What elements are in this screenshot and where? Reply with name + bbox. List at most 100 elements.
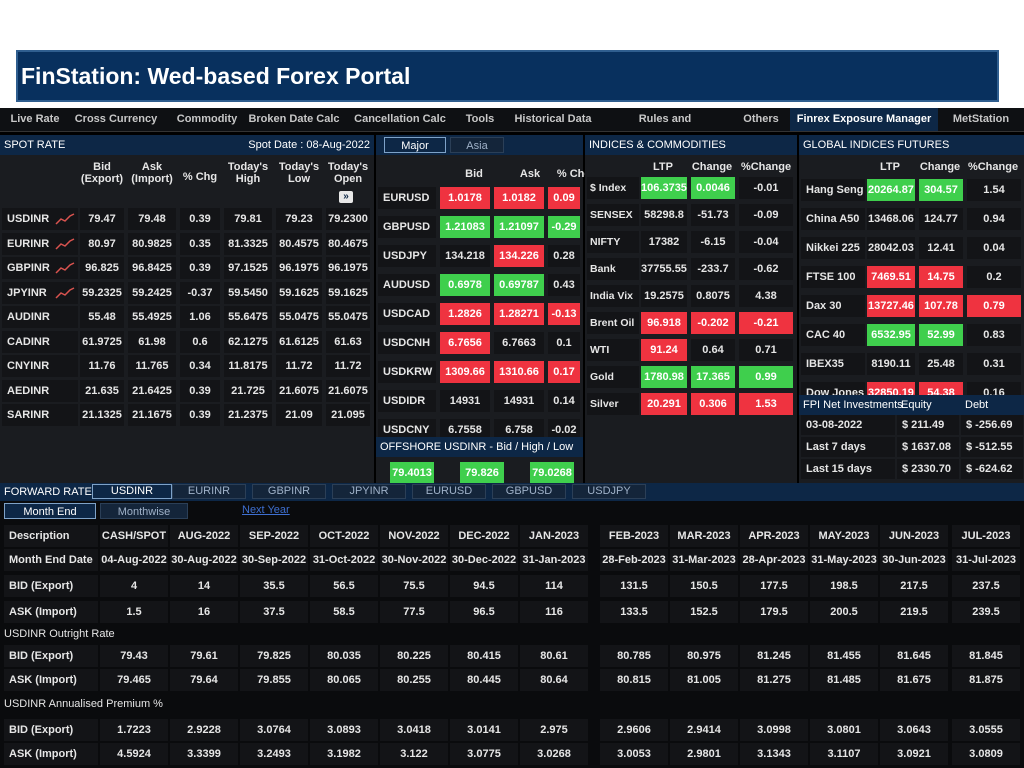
outright-ask-value: 79.64 bbox=[170, 669, 238, 691]
major-chg-value: 0.43 bbox=[548, 274, 580, 296]
tab-major[interactable]: Major bbox=[384, 137, 446, 153]
forward-column-header: AUG-2022 bbox=[170, 525, 238, 547]
forward-tab-gbpusd[interactable]: GBPUSD bbox=[492, 484, 566, 499]
major-pair-gbpusd[interactable]: GBPUSD bbox=[378, 216, 436, 238]
spot-low-value: 11.72 bbox=[276, 355, 322, 377]
outright-bid-label: BID (Export) bbox=[4, 645, 98, 667]
index-ltp-value: 96.918 bbox=[641, 312, 687, 334]
scroll-right-icon[interactable]: » bbox=[339, 191, 353, 203]
premium-bid-value: 2.9414 bbox=[670, 719, 738, 741]
premium-bid-label: BID (Export) bbox=[4, 719, 98, 741]
spot-pair-audinr[interactable]: AUDINR bbox=[2, 306, 78, 328]
major-pair-audusd[interactable]: AUDUSD bbox=[378, 274, 436, 296]
outright-ask-value: 81.485 bbox=[810, 669, 878, 691]
forward-tab-usdjpy[interactable]: USDJPY bbox=[572, 484, 646, 499]
spot-pair-eurinr[interactable]: EURINR bbox=[2, 232, 78, 255]
index-name: SENSEX bbox=[587, 204, 639, 226]
month-end-date-value: 31-Jan-2023 bbox=[520, 549, 588, 571]
trend-chart-icon[interactable] bbox=[55, 286, 75, 299]
spot-low-value: 21.6075 bbox=[276, 379, 322, 402]
spot-pair-jpyinr[interactable]: JPYINR bbox=[2, 281, 78, 304]
subtab-month-end[interactable]: Month End bbox=[4, 503, 96, 519]
major-pair-usdcny[interactable]: USDCNY bbox=[378, 419, 436, 441]
index-name: NIFTY bbox=[587, 231, 639, 253]
global-pct-value: 1.54 bbox=[967, 179, 1021, 201]
forward-tab-eurusd[interactable]: EURUSD bbox=[412, 484, 486, 499]
premium-title: USDINR Annualised Premium % bbox=[4, 698, 163, 710]
trend-chart-icon[interactable] bbox=[55, 237, 75, 250]
outright-bid-value: 81.245 bbox=[740, 645, 808, 667]
spot-pair-cnyinr[interactable]: CNYINR bbox=[2, 355, 78, 377]
menu-item-finrex-exposure-manager[interactable]: Finrex Exposure Manager bbox=[790, 108, 938, 131]
premium-bid-value: 3.0801 bbox=[810, 719, 878, 741]
index-name: WTI Crude bbox=[587, 339, 639, 378]
spot-chg-value: 0.39 bbox=[180, 208, 220, 230]
major-pair-usdidr[interactable]: USDIDR bbox=[378, 390, 436, 412]
premium-bid-value: 3.0764 bbox=[240, 719, 308, 741]
spot-bid-value: 61.9725 bbox=[80, 330, 124, 353]
major-pair-eurusd[interactable]: EURUSD bbox=[378, 187, 436, 209]
forward-tab-jpyinr[interactable]: JPYINR bbox=[332, 484, 406, 499]
outright-ask-value: 79.465 bbox=[100, 669, 168, 691]
menu-item-commodity[interactable]: Commodity bbox=[176, 113, 238, 125]
menu-item-rules-and-regulations[interactable]: Rules and Regulations bbox=[634, 113, 697, 147]
trend-chart-icon[interactable] bbox=[55, 213, 75, 225]
major-pair-usdjpy[interactable]: USDJPY bbox=[378, 245, 436, 267]
outright-bid-value: 80.035 bbox=[310, 645, 378, 667]
premium-bid-value: 1.7223 bbox=[100, 719, 168, 741]
outright-bid-value: 80.785 bbox=[600, 645, 668, 667]
menu-item-others[interactable]: Others bbox=[743, 113, 779, 125]
menu-item-cross-currency[interactable]: Cross Currency bbox=[74, 113, 158, 125]
index-change-value: 17.365 bbox=[691, 366, 735, 388]
global-pct-value: 0.94 bbox=[967, 208, 1021, 230]
major-ask-value: 1310.66 bbox=[494, 361, 544, 383]
forward-tab-usdinr[interactable]: USDINR bbox=[92, 484, 172, 499]
forward-bid-value: 131.5 bbox=[600, 575, 668, 597]
trend-chart-icon[interactable] bbox=[55, 262, 75, 274]
menu-item-historical-data[interactable]: Historical Data bbox=[514, 113, 592, 125]
fpi-equity-value: $ 1637.08 bbox=[897, 437, 959, 457]
global-pct-value: 0.79 bbox=[967, 295, 1021, 317]
index-change-value: 0.306 bbox=[691, 393, 735, 415]
index-change-value: 0.0046 bbox=[691, 177, 735, 199]
forward-tab-eurinr[interactable]: EURINR bbox=[172, 484, 246, 499]
menu-item-cancellation-calc[interactable]: Cancellation Calc bbox=[354, 113, 446, 125]
spot-low-value: 59.1625 bbox=[276, 281, 322, 304]
spot-pair-usdinr[interactable]: USDINR bbox=[2, 208, 78, 230]
spot-chg-value: 0.35 bbox=[180, 232, 220, 255]
global-pct-value: 0.83 bbox=[967, 324, 1021, 346]
forward-column-header: FEB-2023 bbox=[600, 525, 668, 547]
menu-item-metstation[interactable]: MetStation bbox=[952, 113, 1010, 125]
forward-bid-value: 114 bbox=[520, 575, 588, 597]
spot-pair-gbpinr[interactable]: GBPINR bbox=[2, 257, 78, 279]
spot-bid-value: 96.825 bbox=[80, 257, 124, 279]
subtab-monthwise[interactable]: Monthwise bbox=[100, 503, 188, 519]
spot-high-value: 55.6475 bbox=[224, 306, 272, 328]
premium-ask-value: 3.2493 bbox=[240, 743, 308, 765]
spot-pair-aedinr[interactable]: AEDINR bbox=[2, 379, 78, 402]
forward-ask-value: 133.5 bbox=[600, 601, 668, 623]
menu-item-live-rate[interactable]: Live Rate bbox=[10, 113, 60, 125]
forward-tab-gbpinr[interactable]: GBPINR bbox=[252, 484, 326, 499]
major-pair-usdkrw[interactable]: USDKRW bbox=[378, 361, 436, 383]
tab-asia[interactable]: Asia bbox=[450, 137, 504, 153]
menu-item-broken-date-calc[interactable]: Broken Date Calc bbox=[248, 113, 340, 125]
spot-pair-sarinr[interactable]: SARINR bbox=[2, 404, 78, 426]
global-index-name: FTSE 100 bbox=[801, 266, 865, 288]
next-year-link[interactable]: Next Year bbox=[242, 504, 290, 516]
index-pct-value: -0.04 bbox=[739, 231, 793, 253]
spot-high-value: 81.3325 bbox=[224, 232, 272, 255]
major-pair-usdcnh[interactable]: USDCNH bbox=[378, 332, 436, 354]
spot-open-value: 59.1625 bbox=[326, 281, 370, 304]
outright-bid-value: 79.43 bbox=[100, 645, 168, 667]
forward-column-header: MAR-2023 bbox=[670, 525, 738, 547]
menu-item-tools[interactable]: Tools bbox=[465, 113, 495, 125]
index-name: Silver bbox=[587, 393, 639, 415]
major-ask-value: 1.21097 bbox=[494, 216, 544, 238]
slide-title: FinStation: Wed-based Forex Portal bbox=[16, 50, 999, 102]
major-pair-usdcad[interactable]: USDCAD bbox=[378, 303, 436, 325]
index-pct-value: 4.38 bbox=[739, 285, 793, 307]
spot-pair-cadinr[interactable]: CADINR bbox=[2, 330, 78, 353]
outright-ask-value: 81.275 bbox=[740, 669, 808, 691]
global-ltp-value: 20264.87 bbox=[867, 179, 915, 201]
